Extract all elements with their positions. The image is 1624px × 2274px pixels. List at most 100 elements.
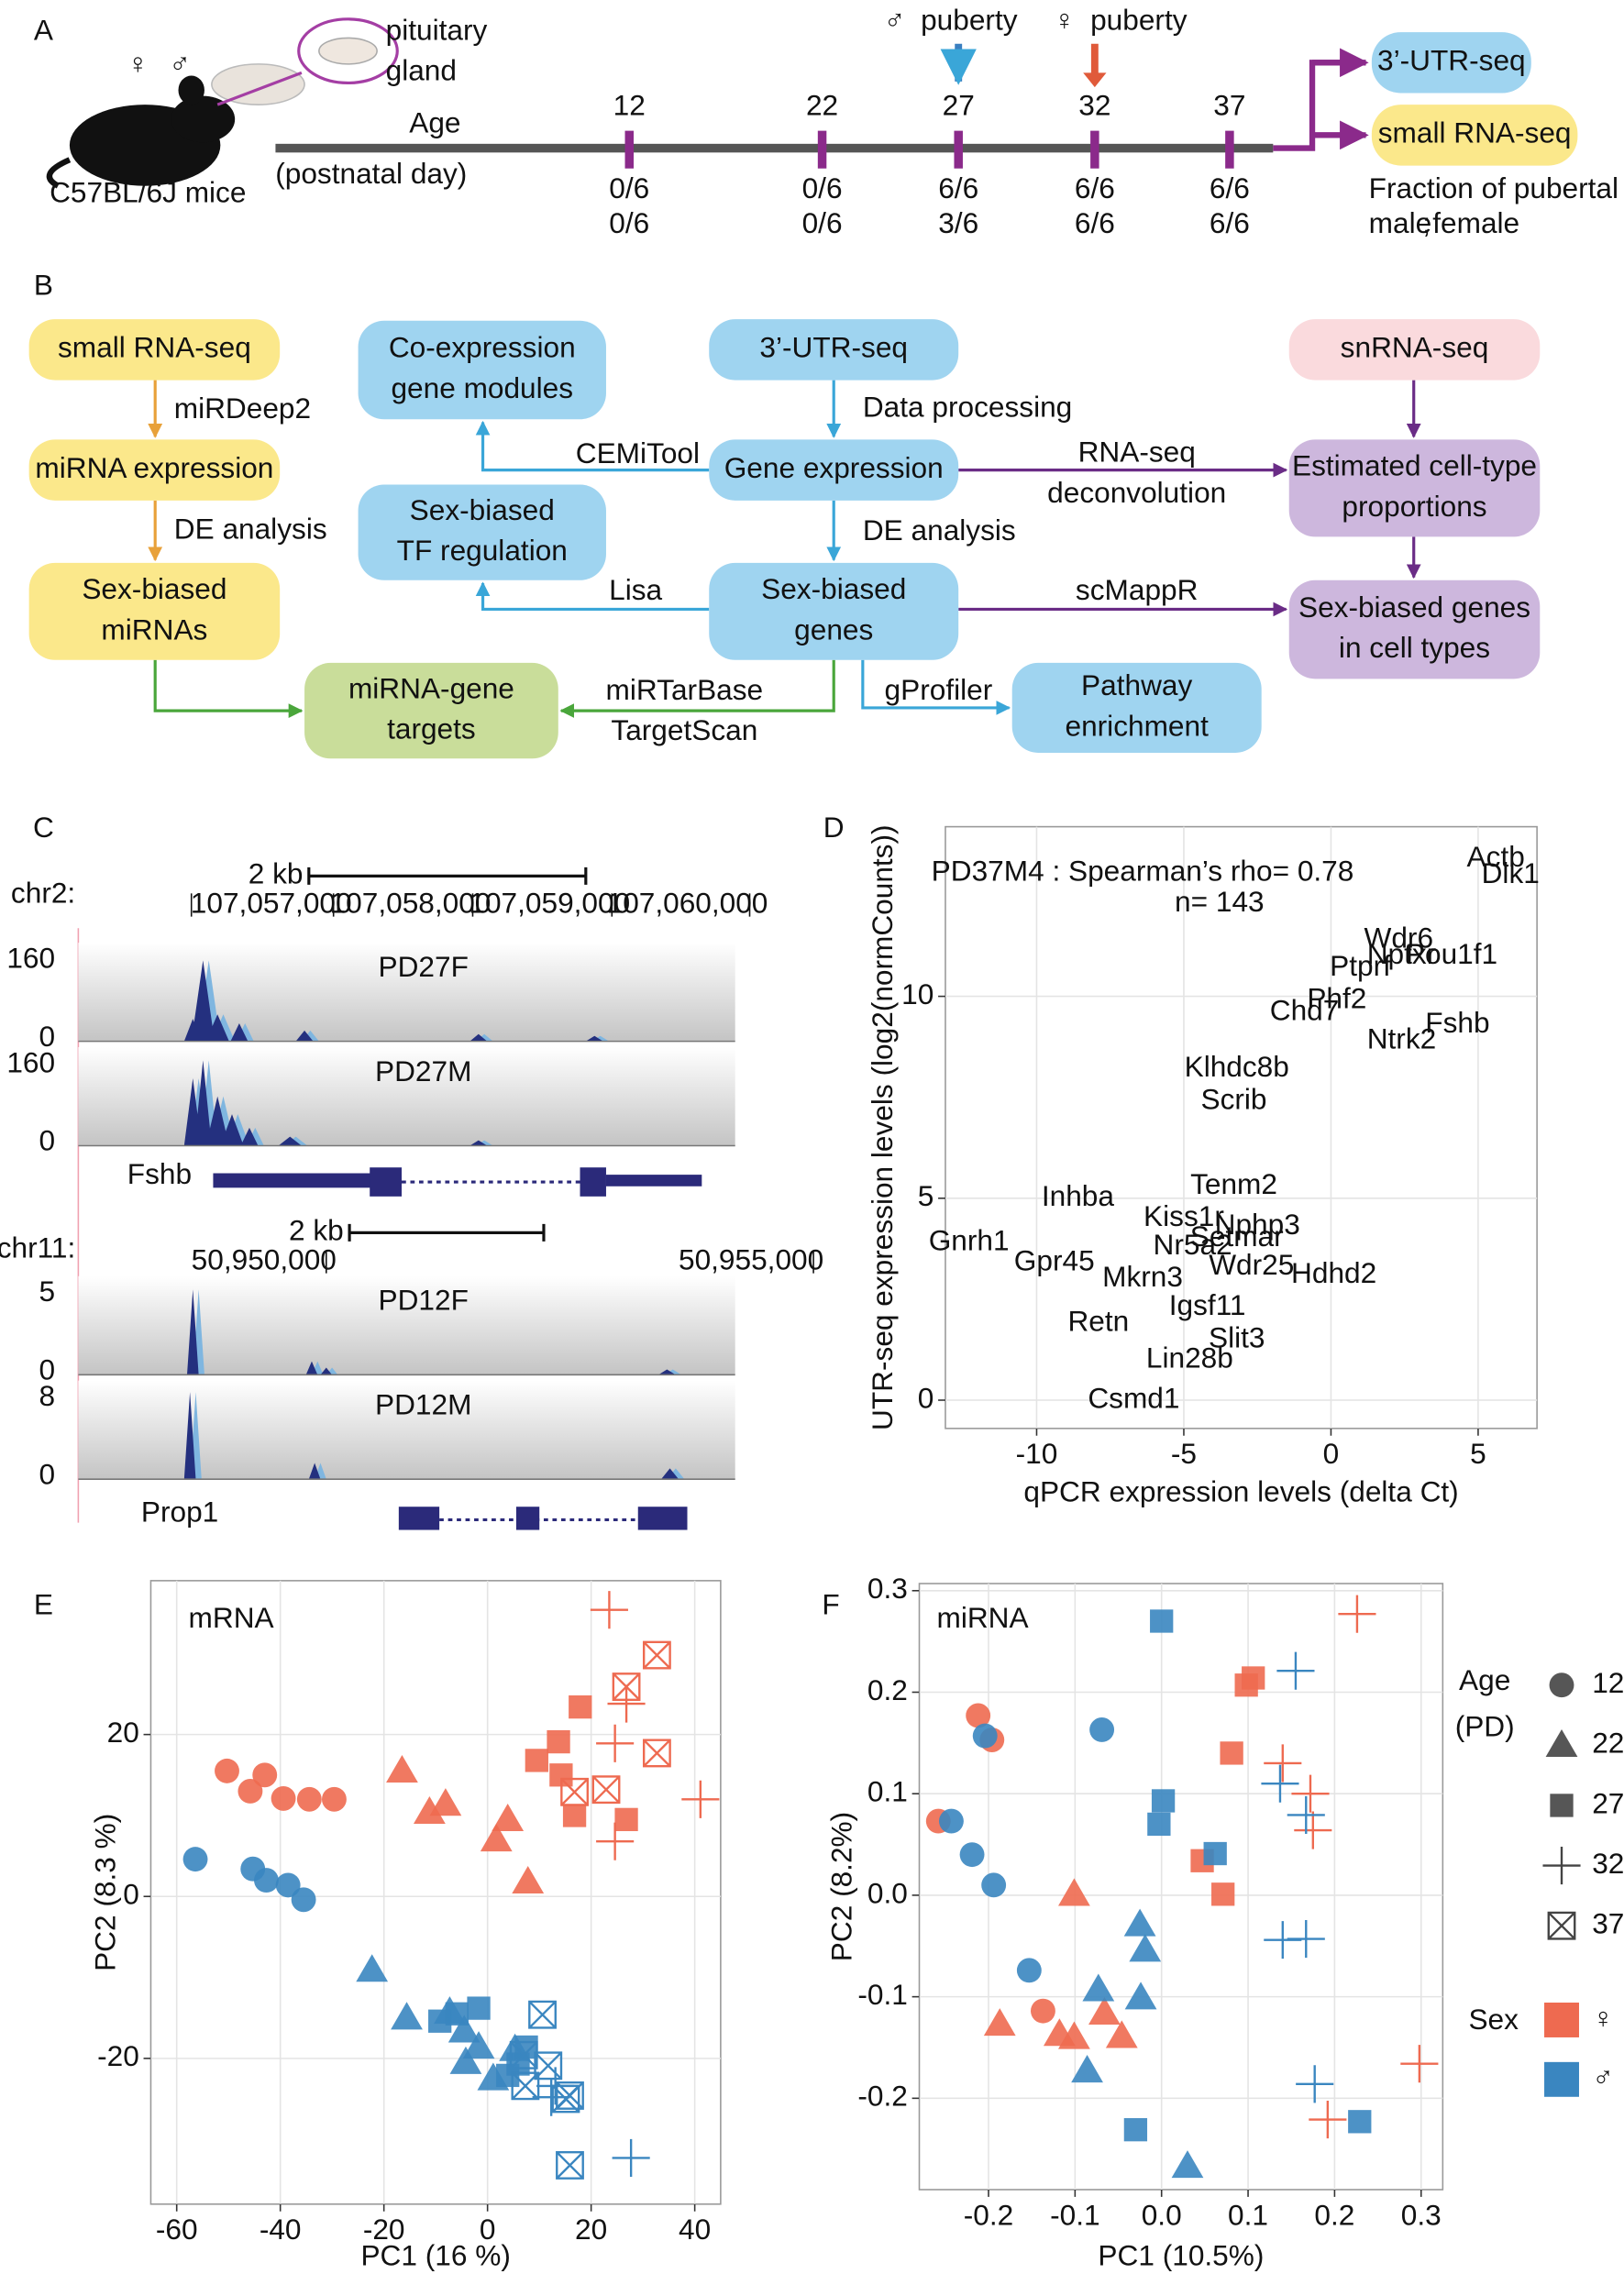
age-tick <box>1225 130 1234 169</box>
node-label: enrichment <box>1066 709 1210 742</box>
track-name: PD12M <box>375 1387 471 1420</box>
legend-label: ♂ <box>1592 2060 1614 2093</box>
point <box>556 2150 584 2180</box>
point <box>1348 2110 1372 2134</box>
workflow-node <box>304 662 558 759</box>
y-tick-label: 0 <box>918 1381 934 1414</box>
gland-label: pituitary <box>386 13 488 46</box>
x-tick-label: 5 <box>1470 1437 1486 1470</box>
output-label: small RNA-seq <box>1378 116 1572 149</box>
edge-label: CEMiTool <box>576 436 700 469</box>
point <box>1261 1764 1299 1803</box>
x-tick-label: 0.1 <box>1228 2198 1268 2231</box>
workflow-node <box>1288 439 1541 537</box>
point <box>1294 1811 1332 1849</box>
age-value: 12 <box>613 89 646 122</box>
point <box>1082 1973 1115 2002</box>
track-ymin: 0 <box>39 1457 55 1490</box>
point <box>560 1777 589 1806</box>
point-label: Nphp3 <box>1215 1208 1300 1241</box>
point <box>1338 1595 1376 1633</box>
panel-label: D <box>823 811 845 844</box>
point <box>983 2008 1016 2037</box>
edge-label: gProfiler <box>885 673 993 706</box>
y-tick-label: 20 <box>107 1716 139 1749</box>
age-unit: (postnatal day) <box>275 157 467 190</box>
workflow-node <box>28 562 281 660</box>
point <box>966 1703 991 1728</box>
x-tick-label: -5 <box>1171 1437 1197 1470</box>
gene-name: Fshb <box>127 1157 192 1190</box>
track-name: PD27F <box>379 950 469 983</box>
puberty-label: puberty <box>921 3 1018 36</box>
x-axis-label: PC1 (16 %) <box>360 2239 510 2272</box>
workflow-node <box>1288 319 1541 381</box>
point <box>1276 1651 1315 1690</box>
gene-exon <box>398 1507 440 1530</box>
edge-label: Data processing <box>863 391 1072 424</box>
output-box <box>1371 32 1531 94</box>
legend-symbol <box>1545 1728 1578 1757</box>
track-name: PD27M <box>375 1054 471 1087</box>
point-label: Lin28b <box>1146 1341 1233 1374</box>
edge-label: scMappR <box>1076 573 1199 606</box>
puberty-arrowhead <box>1083 72 1107 88</box>
workflow-node <box>709 562 959 660</box>
x-tick-label: 0.3 <box>1401 2198 1442 2231</box>
node-label: Sex-biased <box>82 572 226 605</box>
male-fraction: 6/6 <box>938 171 978 204</box>
chrom-label: chr2: <box>11 876 75 909</box>
node-label: snRNA-seq <box>1341 331 1489 364</box>
point <box>1071 2055 1103 2083</box>
point <box>614 1807 638 1832</box>
point <box>1129 1934 1162 1962</box>
point-label: Dlk1 <box>1482 856 1540 889</box>
panel-label: A <box>34 13 54 46</box>
node-label: Gene expression <box>724 451 944 484</box>
gene-exon <box>605 1175 702 1187</box>
point-label: Nptxr <box>1367 937 1437 970</box>
node-label: Sex-biased <box>410 493 555 526</box>
x-tick-label: -10 <box>1016 1437 1058 1470</box>
x-tick-label: -0.1 <box>1050 2198 1099 2231</box>
node-label: small RNA-seq <box>58 331 251 364</box>
point <box>1151 1789 1176 1813</box>
point <box>569 1694 592 1719</box>
point <box>356 1954 389 1982</box>
track-ymin: 0 <box>39 1020 55 1053</box>
point <box>1105 2020 1138 2048</box>
point <box>1123 1908 1156 1937</box>
sex-symbol: ♀ <box>127 47 149 80</box>
point <box>1309 2101 1347 2139</box>
point <box>1287 1919 1325 1959</box>
node-label: miRNAs <box>101 613 207 646</box>
legend-sep: ; <box>1422 206 1431 239</box>
legend-male: male <box>1369 206 1432 239</box>
female-fraction: 0/6 <box>609 206 649 239</box>
point <box>1124 1981 1157 2010</box>
y-tick-label: 10 <box>901 977 934 1010</box>
track-name: PD12F <box>379 1284 469 1317</box>
point <box>1296 2065 1334 2103</box>
x-tick-label: 0.2 <box>1314 2198 1354 2231</box>
point <box>596 1724 635 1762</box>
edge-label: Lisa <box>609 573 662 606</box>
x-tick-label: 0 <box>1323 1437 1340 1470</box>
point-label: Kiss1r <box>1143 1199 1224 1232</box>
point-label: Wdr6 <box>1364 921 1434 954</box>
legend-female: female <box>1432 206 1519 239</box>
point <box>547 1729 570 1754</box>
gene-exon <box>213 1173 373 1188</box>
legend-symbol <box>1547 1911 1576 1940</box>
point <box>556 2081 584 2110</box>
point <box>959 1842 985 1868</box>
node-label: Sex-biased genes <box>1298 591 1530 624</box>
point <box>296 1786 322 1812</box>
y-tick-label: 0.1 <box>867 1775 908 1808</box>
point <box>525 1749 548 1772</box>
node-label: TF regulation <box>397 534 568 567</box>
gene-exon <box>515 1507 540 1530</box>
point-label: Tenm2 <box>1190 1167 1277 1200</box>
point-label: Fshb <box>1425 1006 1489 1039</box>
mouse-illustration <box>46 17 399 189</box>
